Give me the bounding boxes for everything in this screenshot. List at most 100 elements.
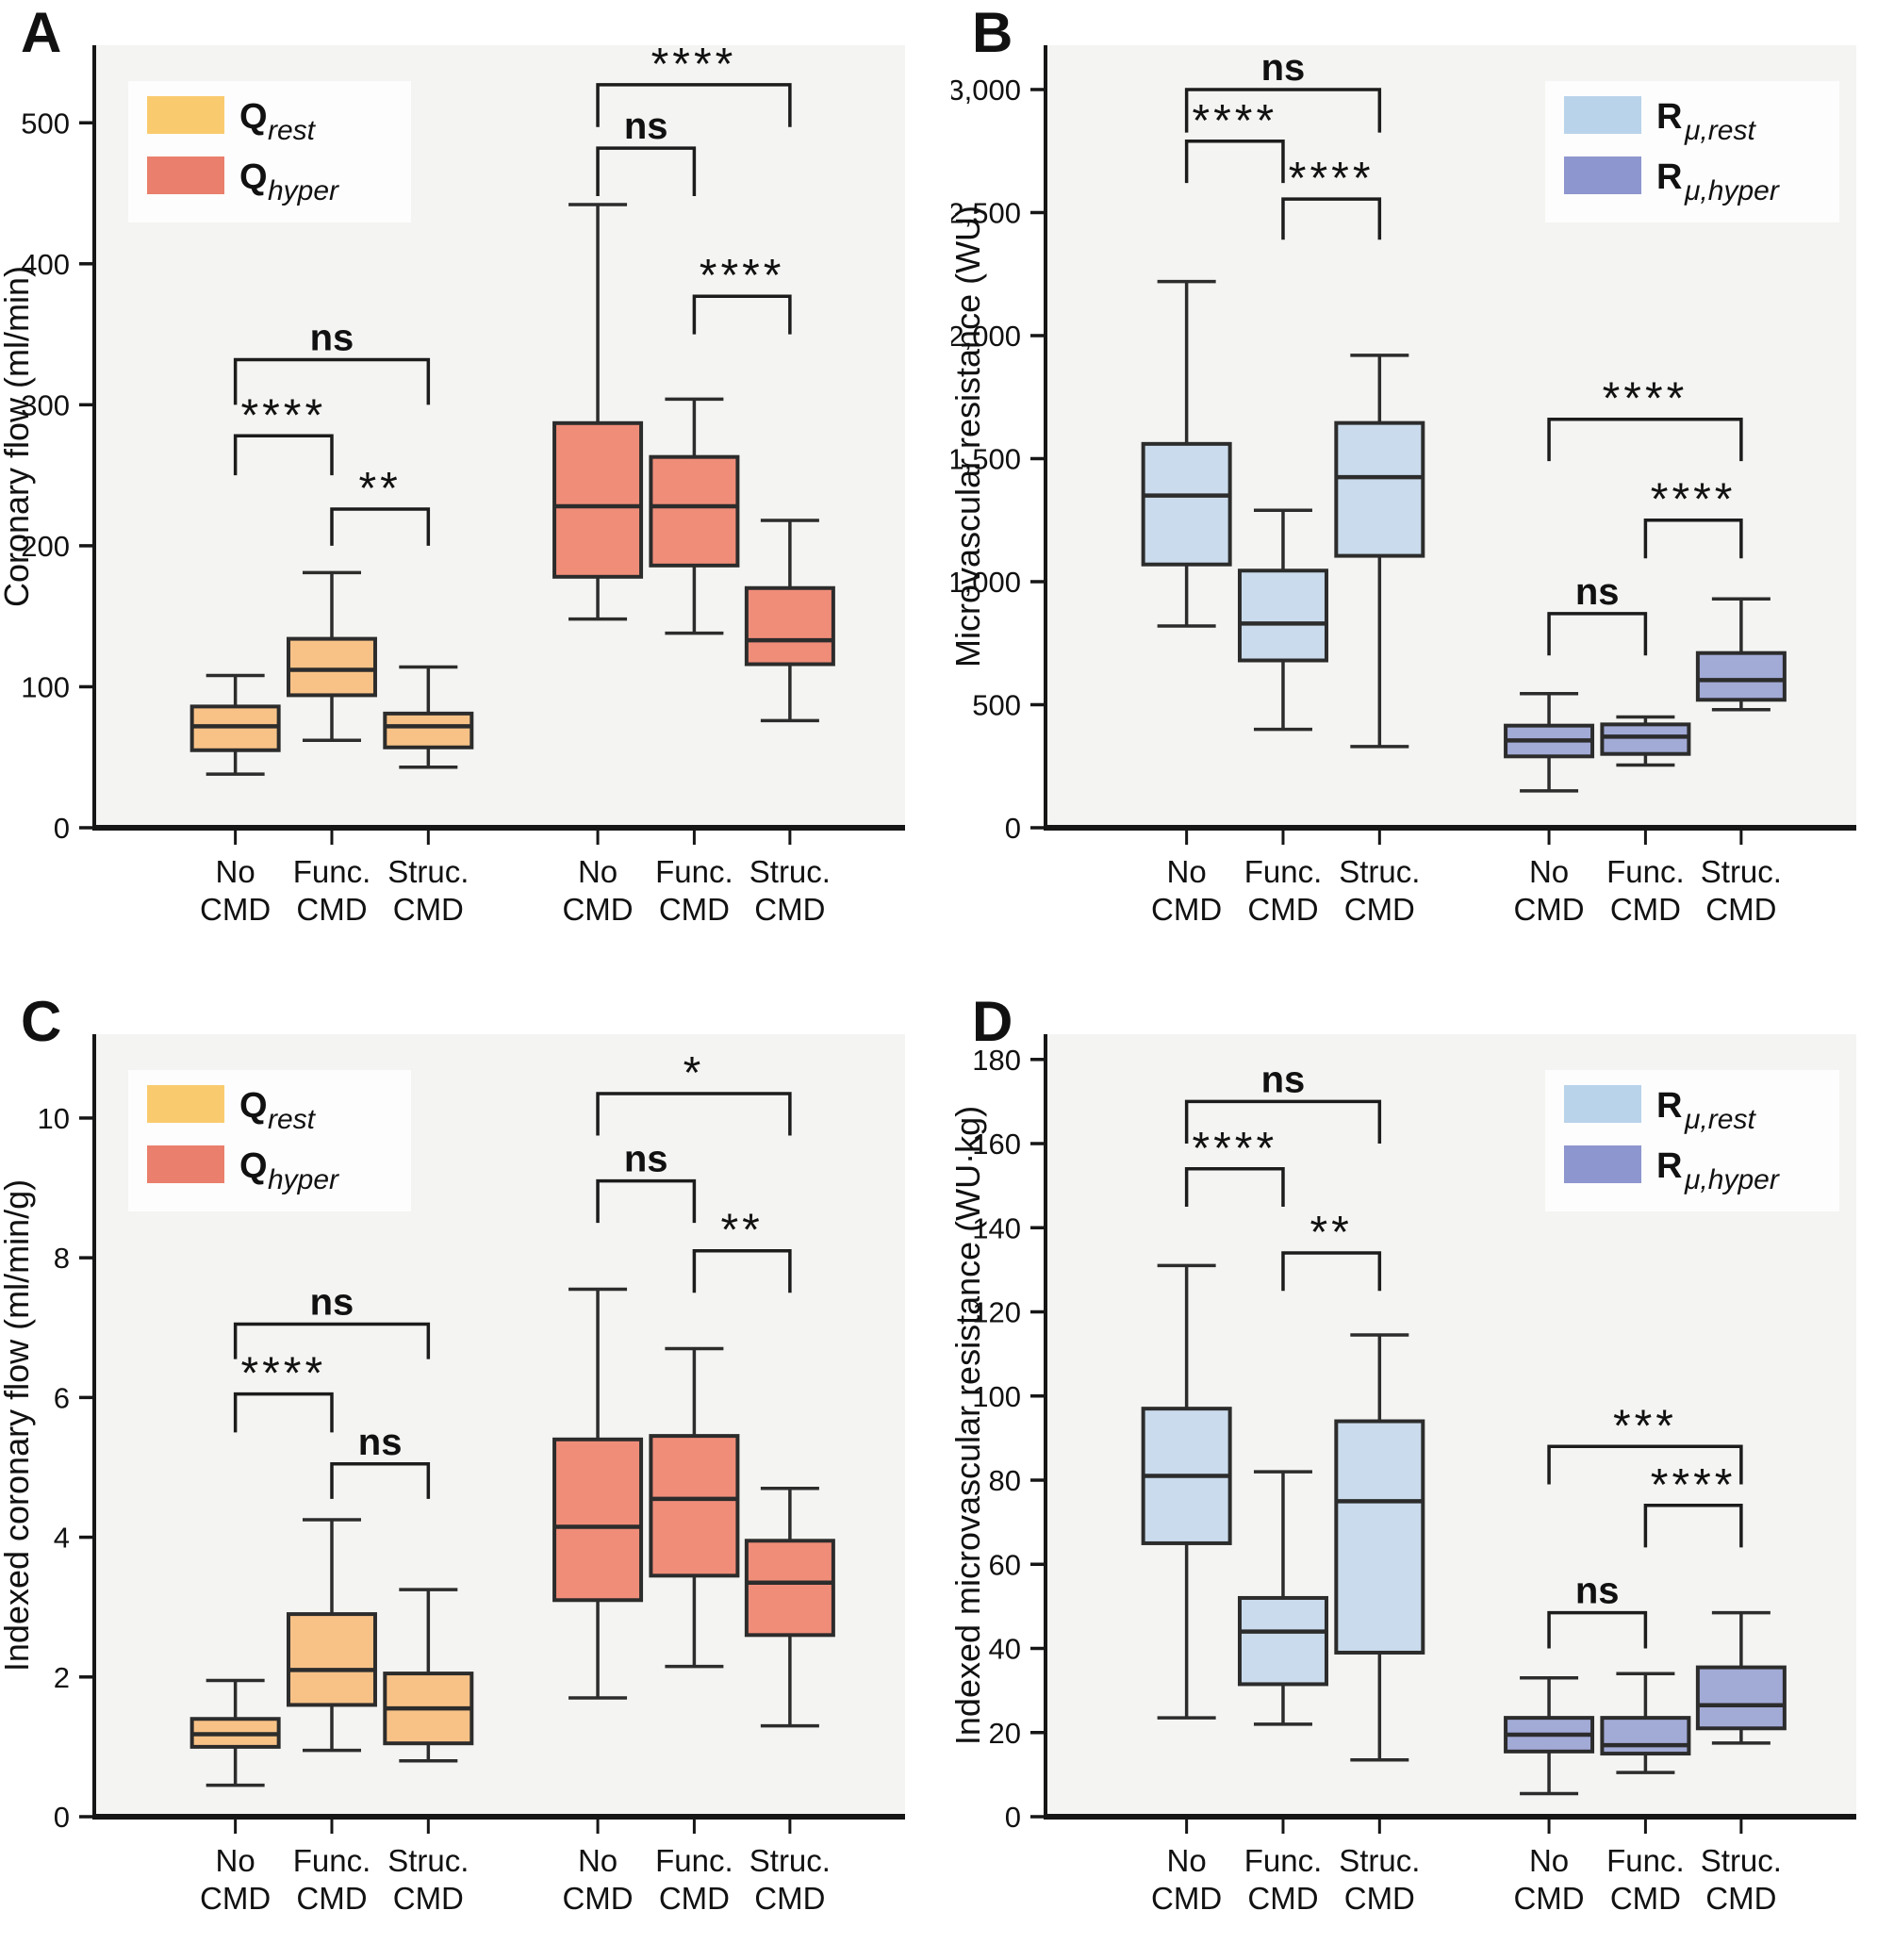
sig-bracket xyxy=(233,434,334,476)
category-label: CMD xyxy=(659,892,730,927)
sig-label-stars: *** xyxy=(1613,1401,1677,1451)
iqr-box xyxy=(1237,1595,1328,1687)
iqr-box xyxy=(1237,568,1328,663)
panel-b: B 0 500 1,000 1,500 2,000 2,500 3,000 No CMD Func… xyxy=(951,0,1894,971)
category-label: CMD xyxy=(1705,892,1776,927)
sig-label-ns: ns xyxy=(624,1139,668,1180)
category-label: No xyxy=(1167,854,1207,889)
legend-swatch-Q_rest xyxy=(147,1085,224,1123)
box-Q_hyper-no-cmd xyxy=(552,1287,644,1700)
category-label: No xyxy=(1529,1843,1569,1878)
box-Q_rest-struc-cmd xyxy=(383,1588,474,1763)
sig-bracket xyxy=(330,507,431,546)
category-label: Struc. xyxy=(749,854,831,889)
box-Q_rest-struc-cmd xyxy=(383,665,474,769)
y-tick-label: 500 xyxy=(21,107,70,140)
iqr-box xyxy=(552,1437,644,1603)
category-label: CMD xyxy=(1151,1881,1222,1916)
category-label: Struc. xyxy=(1339,1843,1420,1878)
y-tick-label: 0 xyxy=(54,1801,70,1834)
panel-a-boxplot: 0100200300400500NoCMDFunc.CMDStruc.CMDNo… xyxy=(0,40,905,927)
panel-d: D 0 20 40 60 80 100 120 140 160 180 No CMD Func. CMD S… xyxy=(951,989,1894,1960)
category-label: Func. xyxy=(1606,1843,1685,1878)
legend-main-R_mu_rest: R xyxy=(1656,1086,1682,1126)
sig-label-stars: ** xyxy=(1309,1208,1352,1258)
sig-label-ns: ns xyxy=(624,106,668,147)
category-label: CMD xyxy=(754,1881,825,1916)
y-tick-label: 60 xyxy=(989,1548,1021,1581)
sig-label-stars: ** xyxy=(358,464,401,514)
category-label: Func. xyxy=(655,1843,733,1878)
y-tick-label: 2,000 xyxy=(951,320,1021,353)
box-R_mu_rest-no-cmd xyxy=(1141,1263,1232,1720)
iqr-box xyxy=(1141,441,1232,567)
category-label: Struc. xyxy=(387,854,469,889)
category-label: CMD xyxy=(1610,892,1681,927)
box-R_mu_hyper-no-cmd xyxy=(1504,692,1595,793)
y-tick-label: 300 xyxy=(21,388,70,421)
y-tick-label: 500 xyxy=(972,688,1021,721)
iqr-box xyxy=(744,1539,835,1638)
y-tick-label: 20 xyxy=(989,1717,1021,1750)
category-label: CMD xyxy=(1344,892,1415,927)
legend-swatch-R_mu_rest xyxy=(1564,1085,1641,1123)
box-Q_hyper-struc-cmd xyxy=(744,1486,835,1728)
category-label: Func. xyxy=(1244,1843,1323,1878)
y-tick-label: 40 xyxy=(989,1633,1021,1666)
box-R_mu_hyper-func-cmd xyxy=(1600,715,1691,767)
legend-sub-R_mu_rest: μ,rest xyxy=(1684,115,1756,146)
legend-main-R_mu_hyper: R xyxy=(1656,157,1682,197)
category-label: CMD xyxy=(1344,1881,1415,1916)
y-tick-label: 80 xyxy=(989,1464,1021,1497)
sig-label-stars: ** xyxy=(720,1206,763,1256)
y-tick-label: 0 xyxy=(1005,812,1021,845)
sig-bracket xyxy=(1281,197,1382,240)
legend-main-R_mu_hyper: R xyxy=(1656,1146,1682,1186)
legend-swatch-Q_hyper xyxy=(147,156,224,194)
legend-sub-R_mu_hyper: μ,hyper xyxy=(1684,1164,1780,1195)
category-label: Func. xyxy=(1606,854,1685,889)
iqr-box xyxy=(649,454,740,568)
y-tick-label: 2,500 xyxy=(951,196,1021,229)
sig-label-stars: **** xyxy=(651,40,737,90)
panel-d-boxplot: 020406080100120140160180NoCMDFunc.CMDStr… xyxy=(951,1034,1856,1916)
iqr-box xyxy=(649,1434,740,1578)
sig-label-ns: ns xyxy=(1261,1059,1306,1100)
y-tick-label: 1,000 xyxy=(951,566,1021,599)
iqr-box xyxy=(286,636,377,698)
box-Q_rest-no-cmd xyxy=(189,673,281,776)
sig-label-stars: **** xyxy=(1651,475,1737,525)
box-R_mu_hyper-func-cmd xyxy=(1600,1672,1691,1774)
category-label: Struc. xyxy=(1701,854,1782,889)
category-label: No xyxy=(1529,854,1569,889)
legend-swatch-R_mu_hyper xyxy=(1564,156,1641,194)
y-tick-label: 140 xyxy=(972,1211,1021,1244)
category-label: Func. xyxy=(655,854,733,889)
sig-label-stars: **** xyxy=(1651,1460,1737,1510)
panel-c: C 0 2 4 6 8 10 No CMD Func. CMD Struc. CMD No CMD Func… xyxy=(0,989,943,1960)
category-label: CMD xyxy=(200,892,271,927)
sig-label-stars: **** xyxy=(1289,154,1375,204)
category-label: CMD xyxy=(1513,892,1584,927)
sig-label-ns: ns xyxy=(310,1282,354,1324)
sig-bracket xyxy=(596,146,697,197)
panel-b-letter: B xyxy=(972,1,1013,64)
legend-main-R_mu_rest: R xyxy=(1656,97,1682,137)
box-Q_hyper-no-cmd xyxy=(552,203,644,621)
legend-sub-Q_hyper: hyper xyxy=(268,175,339,206)
box-R_mu_hyper-struc-cmd xyxy=(1695,1610,1787,1745)
y-axis-title: Coronary flow (ml/min) xyxy=(0,266,36,607)
sig-bracket xyxy=(596,1178,697,1224)
category-label: Struc. xyxy=(749,1843,831,1878)
y-tick-label: 180 xyxy=(972,1044,1021,1077)
sig-bracket xyxy=(330,1462,431,1499)
legend-swatch-R_mu_hyper xyxy=(1564,1145,1641,1183)
sig-label-stars: **** xyxy=(1192,96,1277,146)
sig-bracket xyxy=(596,1092,792,1136)
category-label: No xyxy=(578,1843,618,1878)
category-label: CMD xyxy=(296,1881,367,1916)
iqr-box xyxy=(383,711,474,749)
sig-bracket xyxy=(1281,1251,1382,1292)
box-Q_hyper-func-cmd xyxy=(649,397,740,635)
